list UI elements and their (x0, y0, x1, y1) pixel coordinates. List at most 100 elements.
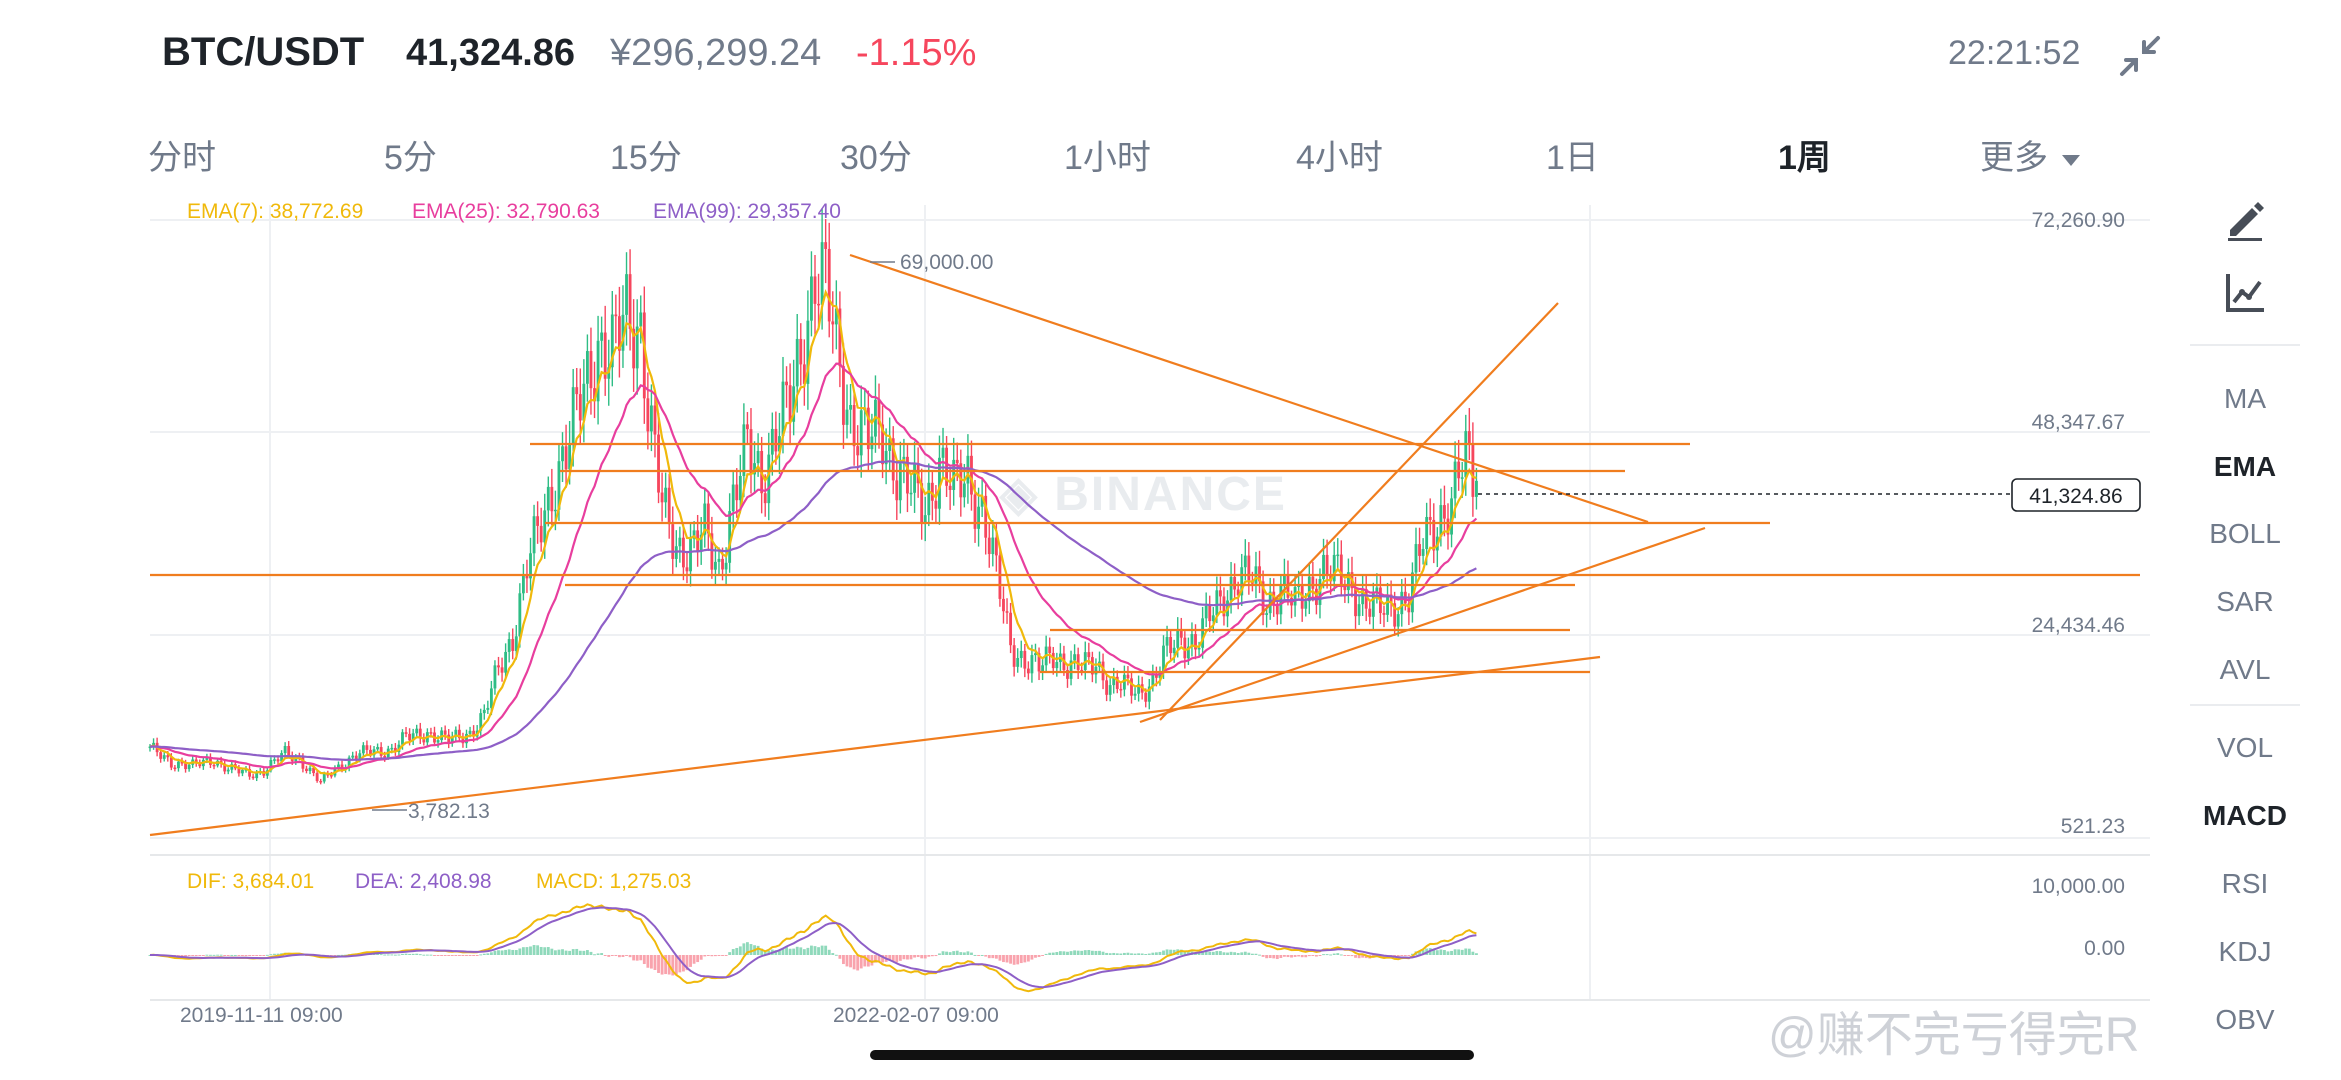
candle-body (1258, 566, 1261, 582)
indicator-boll[interactable]: BOLL (2209, 518, 2281, 549)
macd-histogram-bar (678, 955, 682, 973)
macd-histogram-bar (852, 955, 856, 970)
chart-trend-icon[interactable] (2222, 270, 2268, 316)
binance-watermark: ◈ BINANCE (999, 468, 1285, 521)
candle-body (834, 308, 838, 325)
macd-histogram-bar (724, 955, 728, 956)
macd-histogram-bar (521, 947, 525, 955)
macd-histogram-bar (621, 955, 625, 957)
trendline (1139, 526, 1706, 724)
macd-histogram-bar (1300, 955, 1304, 958)
tab-interval-timeline[interactable]: 分时 (148, 130, 216, 179)
candle-body (351, 755, 355, 758)
candle-body (891, 438, 895, 481)
sidebar-divider (2190, 344, 2300, 346)
indicator-obv[interactable]: OBV (2215, 1004, 2275, 1035)
macd-histogram-bar (1233, 952, 1237, 955)
tab-interval-1w[interactable]: 1周 (1778, 130, 1831, 179)
macd-histogram-bar (642, 955, 646, 965)
macd-histogram-bar (998, 955, 1002, 961)
candle-body (962, 483, 966, 498)
candle-body (1336, 554, 1340, 557)
indicator-kdj[interactable]: KDJ (2218, 936, 2272, 967)
indicator-rsi[interactable]: RSI (2221, 868, 2269, 899)
macd-histogram-bar (938, 953, 941, 955)
macd-histogram-bar (241, 955, 244, 956)
chart-grid (150, 205, 2150, 1001)
candle-body (340, 764, 344, 770)
macd-histogram-bar (1105, 952, 1109, 955)
candle-body (1439, 505, 1443, 537)
tab-label: 1日 (1546, 139, 1599, 177)
candle-body (365, 745, 369, 750)
macd-histogram-bar (973, 954, 977, 956)
indicator-avl[interactable]: AVL (2219, 654, 2271, 685)
macd-histogram-bar (1243, 951, 1247, 955)
candle-body (493, 665, 497, 689)
candle-body (1446, 518, 1450, 535)
tab-interval-4h[interactable]: 4小时 (1296, 130, 1383, 179)
tab-interval-1d[interactable]: 1日 (1546, 130, 1599, 179)
tab-interval-more[interactable]: 更多 (1980, 130, 2080, 179)
candle-body (1389, 594, 1393, 604)
home-indicator[interactable] (870, 1050, 1474, 1060)
candle-body (1443, 505, 1446, 519)
collapse-icon[interactable] (2118, 34, 2162, 78)
macd-histogram-bar (927, 955, 931, 957)
macd-histogram-bar (1407, 955, 1411, 956)
tab-interval-15m[interactable]: 15分 (610, 130, 682, 179)
macd-histogram-bar (1450, 950, 1453, 955)
candle-body (465, 733, 468, 744)
macd-histogram-bar (589, 951, 593, 955)
macd-histogram-bar (497, 950, 500, 955)
macd-histogram-bar (1066, 951, 1069, 955)
tab-interval-30m[interactable]: 30分 (840, 130, 912, 179)
macd-histogram-bar (443, 955, 447, 956)
candle-body (664, 487, 668, 503)
macd-histogram-bar (457, 955, 461, 956)
candle-body (184, 763, 187, 770)
candle-body (938, 457, 941, 509)
tab-interval-1h[interactable]: 1小时 (1064, 130, 1151, 179)
trading-pair[interactable]: BTC/USDT (162, 30, 365, 74)
indicator-sar[interactable]: SAR (2216, 586, 2274, 617)
candle-body (657, 434, 660, 493)
candle-body (1332, 554, 1336, 582)
candle-body (870, 436, 874, 450)
macd-histogram-bar (923, 955, 927, 959)
candle-body (450, 736, 454, 744)
macd-histogram-bar (1140, 953, 1144, 955)
candle-body (1115, 676, 1119, 689)
candle-body (337, 764, 340, 768)
indicator-ma[interactable]: MA (2224, 383, 2266, 414)
candle-body (980, 495, 984, 507)
candle-body (596, 340, 600, 402)
macd-histogram-bar (920, 955, 924, 959)
candle-body (1005, 611, 1009, 613)
indicator-macd[interactable]: MACD (2203, 800, 2287, 831)
x-tick-label: 2019-11-11 09:00 (180, 1004, 343, 1027)
macd-histogram-bar (1218, 951, 1222, 955)
indicator-vol[interactable]: VOL (2216, 732, 2274, 763)
candle-body (1090, 657, 1094, 675)
macd-histogram-bar (237, 955, 241, 956)
candle-body (1393, 603, 1397, 627)
kline-chart[interactable]: ◈ BINANCE EMA(7): 38,772.69 EMA(25): 32,7… (0, 0, 2190, 1050)
macd-histogram-bar (696, 955, 700, 963)
candle-body (486, 707, 490, 710)
macd-histogram-bar (440, 955, 444, 956)
indicator-ema[interactable]: EMA (2213, 451, 2277, 482)
candle-body (1311, 576, 1315, 589)
candle-body (710, 533, 714, 570)
macd-histogram-bar (742, 943, 746, 955)
macd-histogram-bar (1112, 952, 1116, 955)
candle-body (1165, 636, 1169, 646)
tab-interval-5m[interactable]: 5分 (384, 130, 437, 179)
candle-body (1282, 573, 1286, 586)
candle-body (543, 510, 547, 543)
candle-body (1197, 647, 1201, 650)
pencil-icon[interactable] (2222, 196, 2268, 242)
candle-body (1421, 549, 1425, 556)
macd-histogram-bar (842, 955, 845, 965)
macd-histogram-bar (1051, 952, 1055, 955)
